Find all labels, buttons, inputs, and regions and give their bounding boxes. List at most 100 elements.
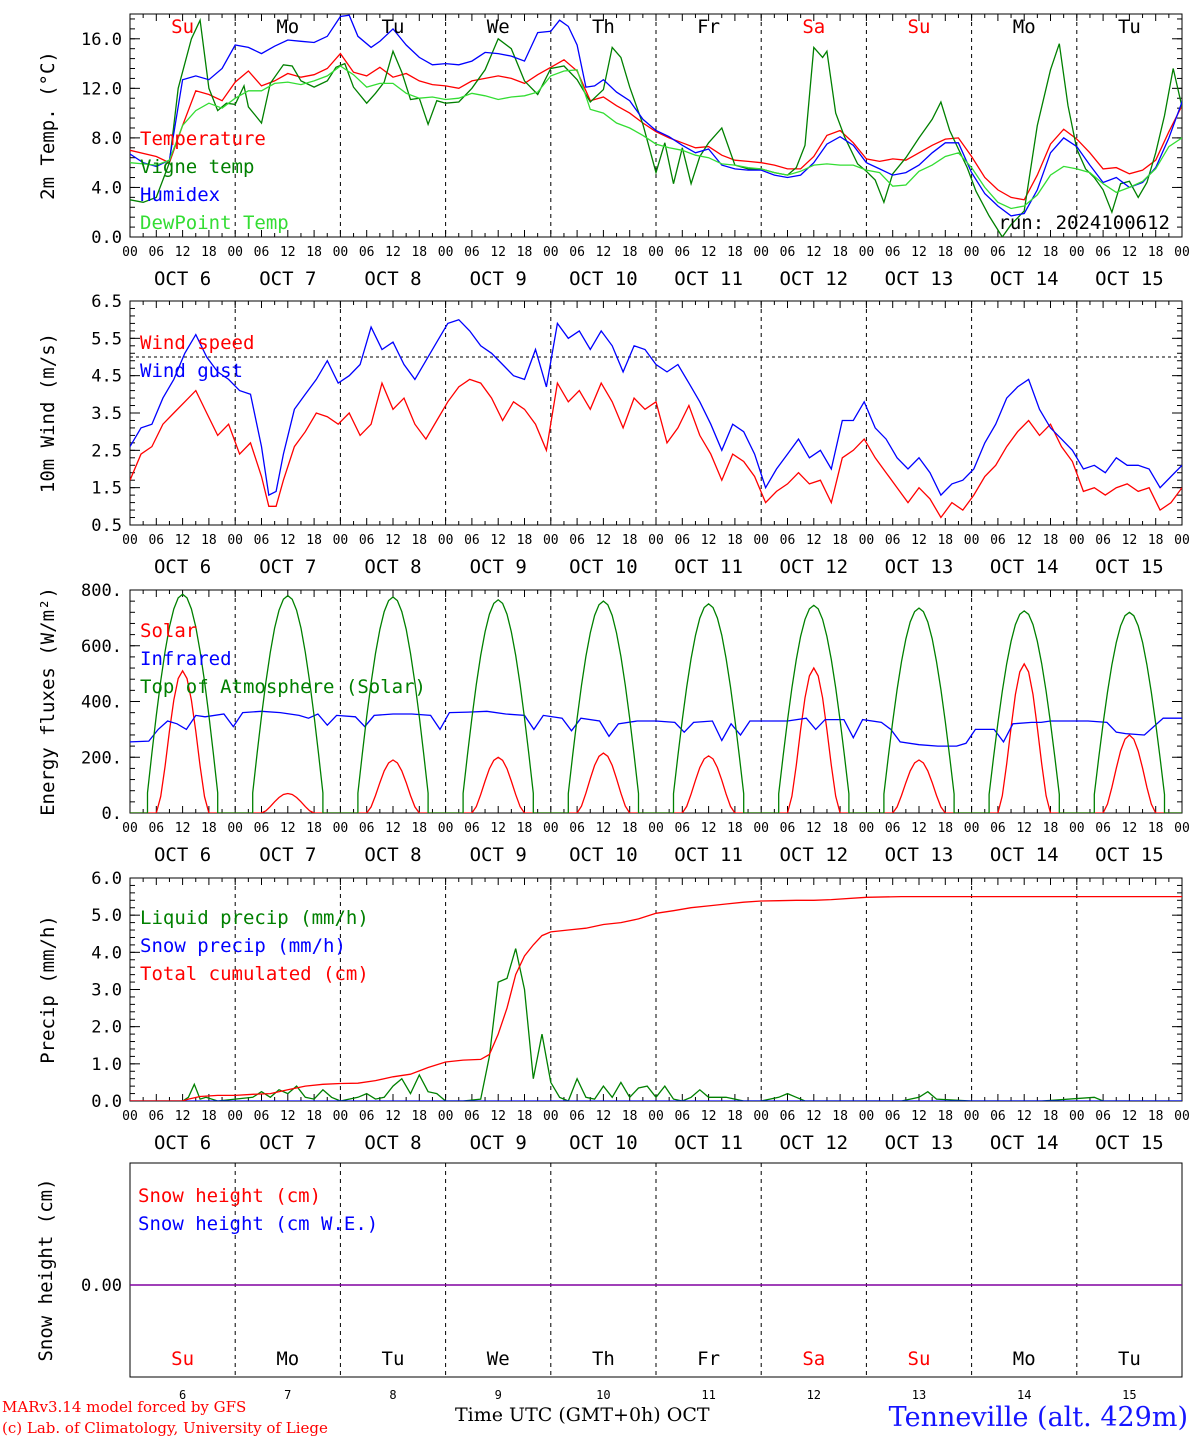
hour-tick-label: 06 (780, 245, 796, 260)
hour-tick-label: 00 (333, 1109, 349, 1124)
y-tick-label: 200. (81, 748, 122, 768)
hour-tick-label: 12 (1122, 1109, 1138, 1124)
date-label: OCT 10 (569, 844, 638, 866)
date-label: OCT 7 (259, 844, 316, 866)
hour-tick-label: 06 (359, 533, 375, 548)
date-label: OCT 14 (990, 268, 1059, 290)
hour-tick-label: 00 (648, 821, 664, 836)
hour-tick-label: 12 (1016, 1109, 1032, 1124)
hour-tick-label: 06 (569, 245, 585, 260)
day-number: 9 (495, 1388, 502, 1402)
date-label: OCT 6 (154, 844, 211, 866)
hour-tick-label: 00 (122, 821, 138, 836)
hour-tick-label: 12 (175, 821, 191, 836)
hour-tick-label: 18 (306, 1109, 322, 1124)
hour-tick-label: 00 (648, 245, 664, 260)
hour-tick-label: 06 (1095, 245, 1111, 260)
date-label: OCT 8 (364, 268, 421, 290)
date-label: OCT 14 (990, 1132, 1059, 1154)
hour-tick-label: 00 (753, 533, 769, 548)
hour-tick-label: 18 (201, 1109, 217, 1124)
y-axis-label: 2m Temp. (°C) (37, 51, 59, 200)
hour-tick-label: 18 (306, 245, 322, 260)
hour-tick-label: 06 (148, 821, 164, 836)
legend-top-of-atmosphere-solar-: Top of Atmosphere (Solar) (140, 676, 426, 698)
date-label: OCT 12 (779, 268, 848, 290)
hour-tick-label: 18 (727, 1109, 743, 1124)
day-name: Tu (1118, 16, 1141, 38)
day-name: Th (592, 1348, 615, 1370)
date-label: OCT 11 (674, 268, 743, 290)
hour-tick-label: 00 (227, 533, 243, 548)
hour-tick-label: 12 (1016, 245, 1032, 260)
hour-tick-label: 00 (227, 245, 243, 260)
hour-tick-label: 00 (438, 821, 454, 836)
hour-tick-label: 06 (1095, 533, 1111, 548)
hour-tick-label: 12 (806, 245, 822, 260)
hour-tick-label: 00 (333, 245, 349, 260)
date-label: OCT 11 (674, 556, 743, 578)
hour-tick-label: 18 (306, 533, 322, 548)
hour-tick-label: 00 (859, 1109, 875, 1124)
hour-tick-label: 00 (227, 1109, 243, 1124)
day-name: Tu (382, 16, 405, 38)
legend-liquid-precip-mm-h-: Liquid precip (mm/h) (140, 907, 369, 929)
y-tick-label: 600. (81, 637, 122, 657)
hour-tick-label: 12 (490, 245, 506, 260)
y-axis-label: Snow height (cm) (35, 1178, 57, 1361)
hour-tick-label: 18 (1043, 1109, 1059, 1124)
y-tick-label: 3.5 (91, 404, 122, 424)
date-label: OCT 8 (364, 1132, 421, 1154)
hour-tick-label: 12 (280, 1109, 296, 1124)
y-axis-label: Energy fluxes (W/m²) (37, 587, 59, 816)
hour-tick-label: 00 (543, 821, 559, 836)
y-axis-label: 10m Wind (m/s) (37, 333, 59, 493)
hour-tick-label: 18 (937, 245, 953, 260)
date-label: OCT 13 (885, 1132, 954, 1154)
hour-tick-label: 00 (438, 533, 454, 548)
hour-tick-label: 00 (122, 245, 138, 260)
day-name: Su (171, 16, 194, 38)
hour-tick-label: 12 (385, 821, 401, 836)
date-label: OCT 15 (1095, 268, 1164, 290)
hour-tick-label: 18 (517, 1109, 533, 1124)
hour-tick-label: 06 (569, 821, 585, 836)
hour-tick-label: 12 (280, 821, 296, 836)
legend-wind-speed: Wind speed (140, 332, 254, 354)
panel-wind: 10m Wind (m/s) (37, 300, 1183, 526)
hour-tick-label: 06 (885, 533, 901, 548)
hour-tick-label: 12 (175, 245, 191, 260)
legend-infrared: Infrared (140, 648, 232, 670)
legend-snow-height-cm-: Snow height (cm) (138, 1185, 321, 1207)
hour-tick-label: 00 (964, 1109, 980, 1124)
y-tick-label: 5.5 (91, 329, 122, 349)
time-label: Time UTC (GMT+0h) (455, 1404, 661, 1426)
hour-tick-label: 12 (385, 533, 401, 548)
hour-tick-label: 18 (832, 821, 848, 836)
day-number: 11 (701, 1388, 715, 1402)
date-label: OCT 9 (470, 1132, 527, 1154)
hour-tick-label: 12 (280, 533, 296, 548)
hour-tick-label: 06 (674, 533, 690, 548)
date-label: OCT 6 (154, 556, 211, 578)
hour-tick-label: 00 (1069, 821, 1085, 836)
legend-total-cumulated-cm-: Total cumulated (cm) (140, 963, 369, 985)
y-tick-label: 0.00 (81, 1276, 122, 1296)
hour-tick-label: 18 (411, 245, 427, 260)
date-label: OCT 13 (885, 268, 954, 290)
date-label: OCT 12 (779, 1132, 848, 1154)
hour-tick-label: 06 (254, 245, 270, 260)
y-tick-label: 2.0 (91, 1018, 122, 1038)
hour-tick-label: 06 (885, 245, 901, 260)
hour-tick-label: 00 (227, 821, 243, 836)
date-label: OCT 10 (569, 268, 638, 290)
series-line-humidex (130, 14, 1182, 217)
series-line-infrared (130, 710, 1182, 747)
day-name: Mo (276, 1348, 299, 1370)
hour-tick-label: 18 (1043, 533, 1059, 548)
hour-tick-label: 06 (990, 821, 1006, 836)
date-label: OCT 6 (154, 268, 211, 290)
hour-tick-label: 00 (1174, 1109, 1190, 1124)
hour-tick-label: 18 (832, 1109, 848, 1124)
